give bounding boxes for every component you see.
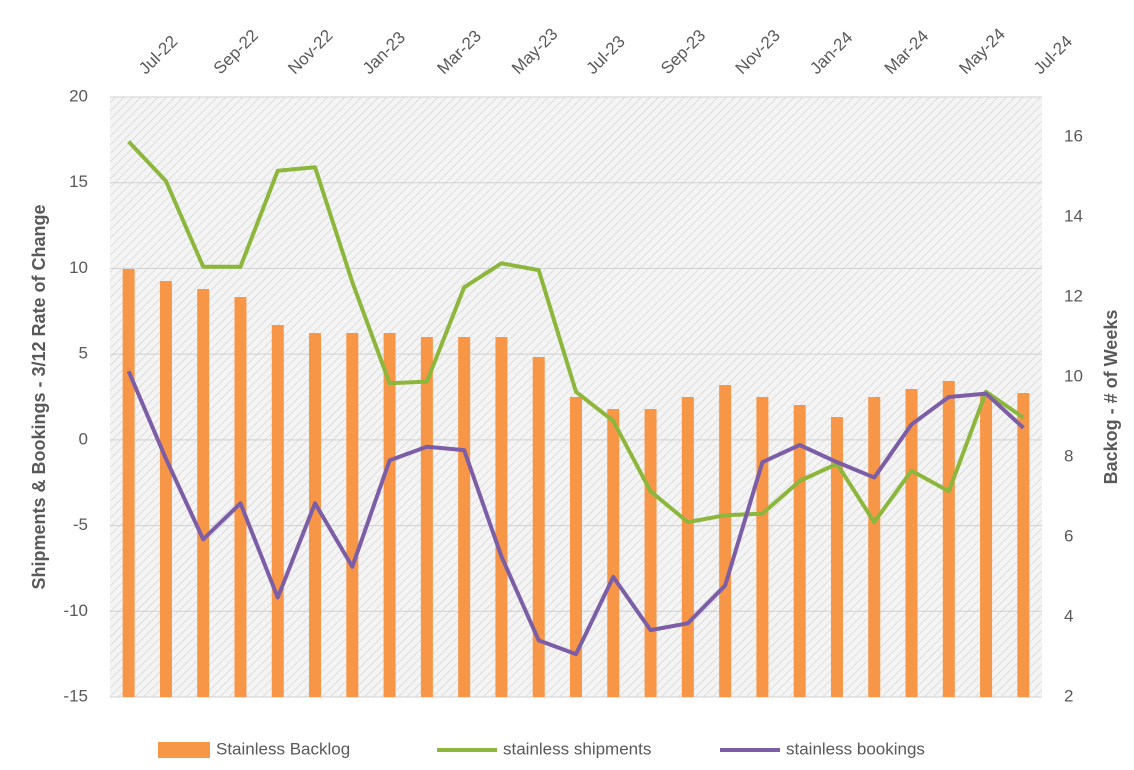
bar bbox=[905, 389, 918, 697]
y-axis-title: Shipments & Bookings - 3/12 Rate of Chan… bbox=[29, 204, 49, 589]
line bbox=[127, 140, 1025, 525]
y-tick-label: 15 bbox=[69, 172, 88, 191]
bar bbox=[420, 337, 433, 697]
y2-tick-label: 2 bbox=[1064, 686, 1073, 705]
bar bbox=[756, 397, 769, 697]
bar bbox=[309, 333, 322, 697]
bar bbox=[383, 333, 396, 697]
bar bbox=[644, 409, 657, 697]
x-tick-label: Jan-23 bbox=[359, 28, 409, 78]
x-tick-label: Sep-23 bbox=[657, 26, 709, 78]
y2-tick-label: 10 bbox=[1064, 366, 1083, 385]
bar bbox=[1017, 393, 1030, 697]
x-tick-label: May-23 bbox=[508, 24, 562, 78]
bar bbox=[458, 337, 471, 697]
bar bbox=[942, 381, 955, 697]
line bbox=[126, 370, 1025, 657]
y-tick-label: -5 bbox=[73, 515, 88, 534]
bar bbox=[570, 397, 582, 697]
y2-axis-title: Backog - # of Weeks bbox=[1101, 310, 1121, 485]
x-tick-label: Mar-24 bbox=[881, 26, 933, 78]
y-tick-label: 5 bbox=[79, 344, 88, 363]
bar bbox=[830, 417, 843, 697]
bar bbox=[346, 333, 359, 697]
bar bbox=[532, 357, 545, 697]
y2-tick-label: 16 bbox=[1064, 126, 1083, 145]
x-tick-label: Nov-22 bbox=[284, 26, 336, 78]
x-tick-label: Jul-22 bbox=[135, 32, 181, 78]
bar bbox=[197, 289, 210, 697]
x-tick-label: Jan-24 bbox=[806, 28, 856, 78]
x-tick-label: Jul-24 bbox=[1030, 32, 1076, 78]
x-tick-label: Sep-22 bbox=[210, 26, 262, 78]
y-tick-label: -15 bbox=[63, 686, 88, 705]
legend-label: Stainless Backlog bbox=[216, 739, 350, 758]
y-tick-label: 0 bbox=[79, 429, 88, 448]
y2-tick-label: 6 bbox=[1064, 526, 1073, 545]
legend-label: stainless shipments bbox=[503, 739, 651, 758]
bar bbox=[234, 297, 247, 697]
x-tick-label: Jul-23 bbox=[583, 32, 629, 78]
bar bbox=[681, 397, 694, 697]
legend-label: stainless bookings bbox=[786, 739, 925, 758]
bar bbox=[868, 397, 881, 697]
y2-tick-label: 8 bbox=[1064, 446, 1073, 465]
y2-tick-label: 12 bbox=[1064, 286, 1083, 305]
y-tick-label: -10 bbox=[63, 601, 88, 620]
y-tick-label: 10 bbox=[69, 258, 88, 277]
bar bbox=[271, 325, 284, 697]
bar bbox=[607, 409, 620, 697]
x-tick-label: May-24 bbox=[955, 24, 1009, 78]
y2-tick-label: 4 bbox=[1064, 606, 1073, 625]
bar bbox=[495, 337, 508, 697]
x-tick-label: Nov-23 bbox=[732, 26, 784, 78]
y2-tick-label: 14 bbox=[1064, 206, 1083, 225]
y-tick-label: 20 bbox=[69, 86, 88, 105]
legend-swatch bbox=[158, 742, 210, 758]
bar bbox=[122, 269, 135, 697]
x-tick-label: Mar-23 bbox=[433, 26, 485, 78]
bar bbox=[159, 281, 172, 697]
bar bbox=[719, 385, 732, 697]
bar bbox=[980, 393, 993, 697]
